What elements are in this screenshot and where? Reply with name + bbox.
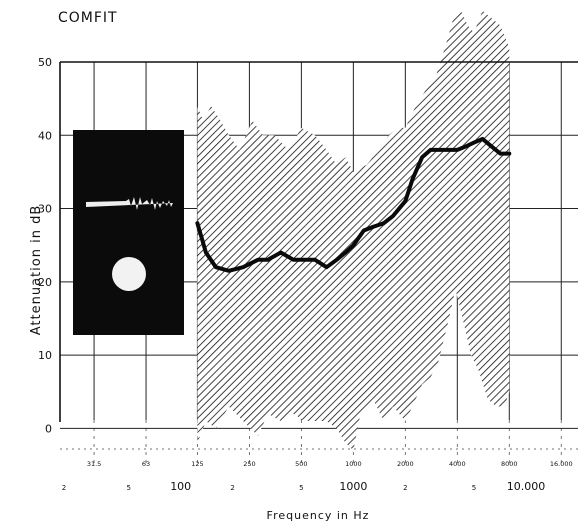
earplug-photo: [73, 130, 184, 335]
chart-title: COMFIT: [58, 10, 118, 26]
octave-band-label: 8000: [501, 460, 518, 468]
octave-band-label: 31.5: [87, 460, 101, 468]
log-axis-label: 2: [62, 484, 66, 492]
log-axis-label: 2: [230, 484, 234, 492]
octave-band-label: 4000: [449, 460, 466, 468]
y-tick-label: 40: [38, 129, 52, 142]
log-axis-label: 10.000: [507, 480, 546, 493]
log-axis-label: 5: [472, 484, 476, 492]
y-tick-labels: 0 10 20 30 40 50: [38, 56, 52, 435]
plot-frame: [59, 61, 578, 450]
x-axis-label: Frequency in Hz: [267, 509, 370, 522]
y-axis-label: Attenuation in dB: [29, 205, 44, 336]
octave-band-label: 125: [191, 460, 203, 468]
octave-band-labels: 31.5 63 125 250 500 1000 2000 4000 8000 16.000: [87, 460, 573, 468]
y-tick-label: 10: [38, 349, 52, 362]
log-axis-label: 100: [170, 480, 191, 493]
octave-band-label: 63: [142, 460, 150, 468]
log-axis-label: 2: [403, 484, 407, 492]
octave-band-label: 500: [295, 460, 307, 468]
scatter-band: [197, 10, 510, 451]
y-tick-label: 30: [38, 203, 52, 216]
octave-band-label: 16.000: [550, 460, 573, 468]
y-tick-label: 50: [38, 56, 52, 69]
mean-attenuation-line: [195, 136, 512, 273]
octave-band-label: 1000: [345, 460, 362, 468]
log-axis-label: 5: [299, 484, 303, 492]
y-tick-label: 20: [38, 276, 52, 289]
octave-band-label: 2000: [397, 460, 414, 468]
log-axis-label: 5: [126, 484, 130, 492]
y-tick-label: 0: [45, 422, 52, 435]
log-axis-label: 1000: [339, 480, 367, 493]
octave-band-label: 250: [243, 460, 255, 468]
log-axis-labels: 2 5 100 2 5 1000 2 5 10.000: [62, 480, 546, 493]
